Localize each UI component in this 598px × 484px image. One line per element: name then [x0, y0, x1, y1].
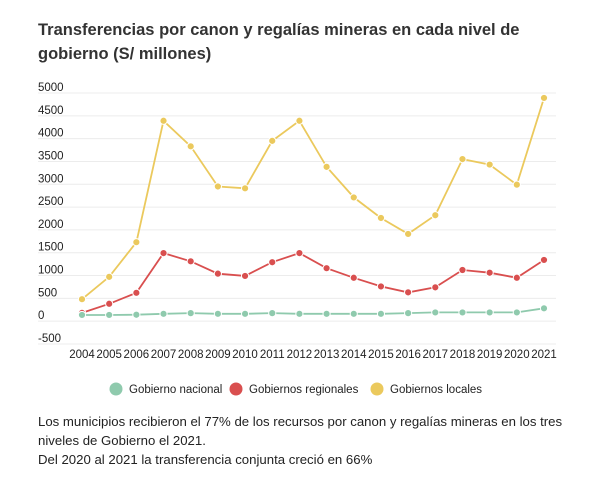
- y-tick-label: 4000: [38, 128, 64, 140]
- data-point: [404, 309, 413, 318]
- legend-marker: [109, 382, 123, 396]
- footnote-line-2: Del 2020 al 2021 la transferencia conjun…: [38, 452, 373, 467]
- data-point: [186, 257, 195, 266]
- data-point: [349, 309, 358, 318]
- legend-label: Gobierno nacional: [129, 384, 222, 396]
- data-point: [349, 193, 358, 202]
- data-point: [186, 142, 195, 151]
- y-tick-label: 5000: [38, 82, 64, 94]
- y-tick-label: 1000: [38, 265, 64, 277]
- y-tick-label: 2500: [38, 196, 64, 208]
- x-tick-label: 2005: [96, 349, 122, 361]
- y-tick-label: 0: [38, 310, 44, 322]
- data-point: [77, 310, 87, 320]
- x-tick-label: 2004: [69, 349, 95, 361]
- data-point: [349, 273, 358, 282]
- data-point: [485, 268, 494, 277]
- data-point: [159, 309, 168, 318]
- x-tick-label: 2017: [422, 349, 448, 361]
- series-line: [81, 97, 545, 300]
- data-point: [322, 309, 331, 318]
- legend-label: Gobiernos regionales: [249, 384, 359, 396]
- data-point: [539, 255, 549, 265]
- data-point: [404, 229, 413, 239]
- y-tick-label: 2000: [38, 219, 64, 231]
- data-point: [376, 282, 386, 291]
- y-tick-label: 500: [38, 287, 57, 299]
- x-tick-label: 2015: [368, 349, 394, 361]
- data-point: [376, 213, 386, 223]
- data-point: [539, 93, 549, 103]
- data-point: [132, 310, 141, 319]
- x-tick-label: 2013: [314, 349, 340, 361]
- data-point: [458, 265, 467, 275]
- y-tick-label: 3500: [38, 150, 64, 162]
- data-point: [431, 283, 440, 292]
- data-point: [132, 288, 141, 297]
- legend-label: Gobiernos locales: [390, 384, 482, 396]
- data-point: [268, 136, 277, 145]
- data-point: [431, 308, 440, 317]
- data-point: [539, 304, 549, 313]
- data-point: [240, 271, 250, 281]
- series-line: [82, 307, 545, 316]
- data-point: [186, 309, 195, 318]
- y-tick-label: 4500: [38, 105, 64, 117]
- x-tick-label: 2019: [477, 349, 503, 361]
- data-point: [240, 184, 250, 193]
- data-point: [458, 308, 467, 317]
- data-point: [295, 116, 304, 125]
- x-tick-label: 2011: [260, 349, 285, 361]
- x-tick-label: 2012: [287, 349, 313, 361]
- data-point: [105, 299, 114, 308]
- x-tick-label: 2016: [395, 349, 421, 361]
- data-point: [268, 309, 277, 318]
- data-point: [431, 211, 440, 220]
- x-tick-label: 2018: [450, 349, 476, 361]
- x-tick-label: 2014: [341, 349, 367, 361]
- chart-title: Transferencias por canon y regalías mine…: [38, 21, 520, 63]
- data-point: [159, 249, 168, 258]
- data-point: [268, 258, 277, 267]
- data-point: [512, 180, 521, 189]
- x-tick-label: 2007: [151, 349, 177, 361]
- data-point: [376, 309, 386, 318]
- data-point: [295, 249, 304, 258]
- data-point: [240, 309, 250, 318]
- chart-footnote: Los municipios recibieron el 77% de los …: [38, 412, 578, 469]
- data-point: [512, 273, 521, 282]
- series-line: [81, 252, 545, 314]
- data-point: [77, 295, 87, 304]
- data-point: [322, 162, 331, 171]
- data-point: [512, 308, 521, 317]
- data-point: [105, 272, 114, 281]
- x-tick-label: 2020: [504, 349, 530, 361]
- data-point: [458, 155, 467, 164]
- data-point: [213, 309, 222, 318]
- data-point: [295, 309, 304, 318]
- data-point: [485, 160, 494, 169]
- data-point: [322, 264, 331, 273]
- data-point: [485, 308, 494, 317]
- legend-marker: [229, 382, 243, 396]
- x-tick-label: 2010: [232, 349, 258, 361]
- y-tick-label: 1500: [38, 242, 64, 254]
- x-tick-label: 2009: [205, 349, 231, 361]
- data-point: [404, 288, 413, 297]
- x-tick-label: 2008: [178, 349, 204, 361]
- data-point: [132, 238, 141, 247]
- data-point: [213, 269, 222, 278]
- data-point: [213, 182, 222, 191]
- data-point: [105, 310, 114, 320]
- footnote-line-1: Los municipios recibieron el 77% de los …: [38, 414, 563, 448]
- x-tick-label: 2021: [531, 349, 557, 361]
- y-tick-label: -500: [38, 333, 61, 345]
- y-tick-label: 3000: [38, 173, 64, 185]
- legend-marker: [370, 382, 384, 396]
- data-point: [159, 116, 168, 125]
- x-tick-label: 2006: [124, 349, 150, 361]
